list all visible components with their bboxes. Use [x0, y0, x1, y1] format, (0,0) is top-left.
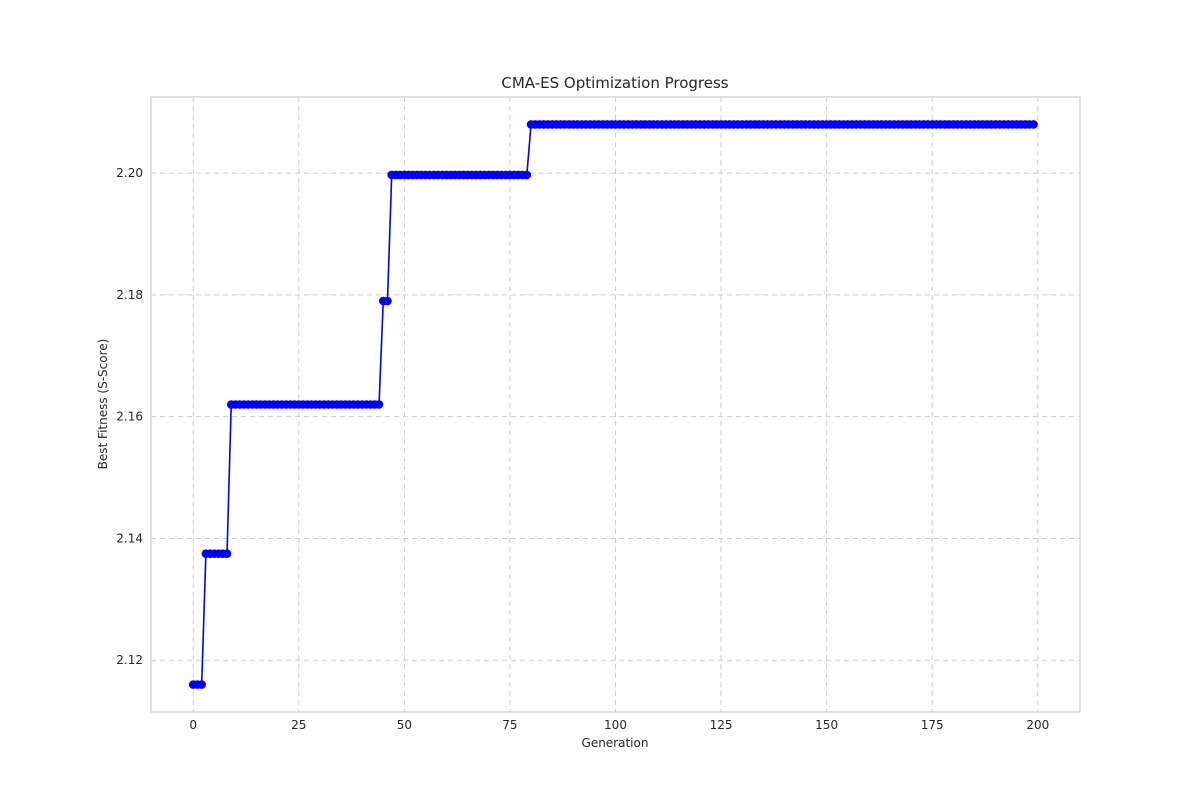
data-point — [383, 296, 392, 306]
y-tick-label: 2.16 — [116, 410, 143, 424]
data-point — [522, 170, 532, 180]
data-point — [222, 549, 232, 558]
data-point — [374, 400, 384, 409]
y-tick-label: 2.18 — [116, 288, 143, 302]
x-tick-label: 100 — [604, 718, 627, 732]
data-point — [1029, 120, 1038, 129]
x-tick-label: 75 — [502, 718, 517, 732]
x-tick-label: 50 — [397, 718, 412, 732]
axes-frame — [150, 96, 1081, 713]
y-tick-labels: 2.12 2.14 2.16 2.18 2.20 — [116, 166, 143, 667]
x-tick-label: 150 — [815, 718, 838, 732]
x-tick-label: 0 — [189, 718, 197, 732]
x-axis-label: Generation — [582, 736, 649, 750]
x-tick-label: 125 — [710, 718, 733, 732]
y-tick-label: 2.12 — [116, 653, 143, 667]
x-tick-label: 25 — [291, 718, 306, 732]
y-tick-label: 2.20 — [116, 166, 143, 180]
marker-layer — [188, 120, 1038, 689]
x-tick-label: 175 — [921, 718, 944, 732]
y-axis-label: Best Fitness (S-Score) — [96, 339, 110, 470]
x-tick-label: 200 — [1026, 718, 1049, 732]
data-point — [197, 680, 206, 689]
y-tick-label: 2.14 — [116, 531, 143, 545]
x-tick-labels: 0 25 50 75 100 125 150 175 200 — [189, 718, 1049, 732]
chart-title: CMA-ES Optimization Progress — [501, 74, 728, 92]
